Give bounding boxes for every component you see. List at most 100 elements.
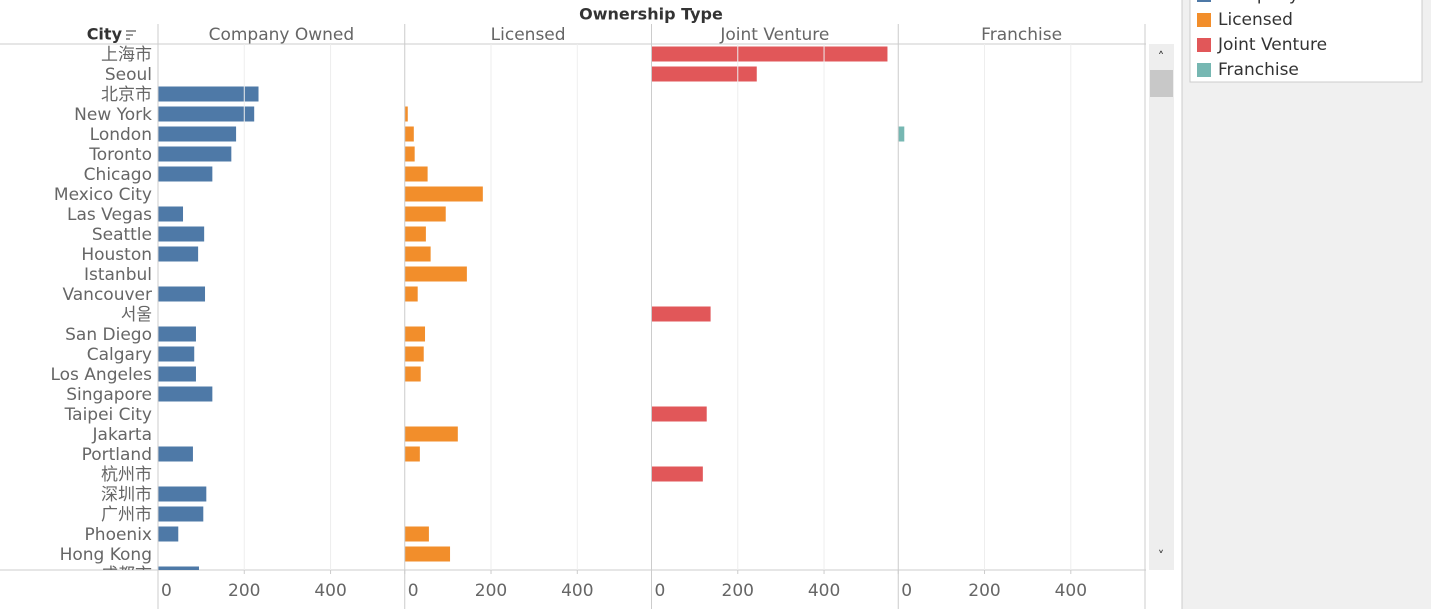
row-label: San Diego xyxy=(65,325,152,345)
legend-label: Franchise xyxy=(1218,60,1299,80)
row-label: 广州市 xyxy=(101,505,152,525)
bar xyxy=(158,246,199,262)
bar xyxy=(158,286,206,302)
bar xyxy=(404,366,421,382)
legend-swatch xyxy=(1197,13,1211,27)
row-label: Los Angeles xyxy=(50,365,152,385)
bar xyxy=(651,466,703,482)
x-tick-label: 400 xyxy=(314,581,346,601)
row-label: Calgary xyxy=(87,345,152,365)
x-tick-label: 400 xyxy=(1055,581,1087,601)
legend-label: Licensed xyxy=(1218,10,1293,30)
bar xyxy=(404,526,429,542)
row-label: Mexico City xyxy=(54,185,152,205)
x-tick-label: 0 xyxy=(408,581,419,601)
row-label: New York xyxy=(74,105,152,125)
bar xyxy=(404,426,458,442)
bar xyxy=(158,326,196,342)
row-label: Taipei City xyxy=(64,405,152,425)
chart-title: Ownership Type xyxy=(579,5,723,24)
bar xyxy=(404,326,426,342)
bar xyxy=(158,206,184,222)
bar xyxy=(404,546,451,562)
bar xyxy=(158,506,204,522)
bar xyxy=(158,486,207,502)
scrollbar[interactable] xyxy=(1149,44,1174,570)
scroll-thumb[interactable] xyxy=(1150,70,1173,97)
row-label: 서울 xyxy=(121,305,152,325)
bar xyxy=(158,106,255,122)
scroll-down[interactable]: ˅ xyxy=(1158,550,1165,565)
bar xyxy=(404,286,418,302)
bar xyxy=(404,126,414,142)
scroll-up[interactable]: ˄ xyxy=(1158,51,1165,66)
x-tick-label: 200 xyxy=(475,581,507,601)
bar xyxy=(404,226,426,242)
bar xyxy=(651,46,888,62)
legend-label: Company Owned xyxy=(1218,0,1364,5)
x-tick-label: 200 xyxy=(968,581,1000,601)
legend-swatch xyxy=(1197,63,1211,77)
bar xyxy=(158,146,232,162)
bar xyxy=(158,386,213,402)
bar xyxy=(651,306,711,322)
x-tick-label: 400 xyxy=(808,581,840,601)
bar xyxy=(158,226,205,242)
bar xyxy=(404,206,446,222)
legend-swatch xyxy=(1197,0,1211,2)
legend-swatch xyxy=(1197,38,1211,52)
row-label: Phoenix xyxy=(85,525,152,545)
row-label: Jakarta xyxy=(92,425,152,445)
legend-label: Joint Venture xyxy=(1217,35,1327,55)
row-label: 杭州市 xyxy=(101,465,152,485)
bar xyxy=(158,446,193,462)
x-tick-label: 0 xyxy=(161,581,172,601)
x-tick-label: 0 xyxy=(901,581,912,601)
row-label: 深圳市 xyxy=(101,485,152,505)
bar xyxy=(158,526,179,542)
side-panel xyxy=(1182,0,1431,609)
bar xyxy=(158,566,199,570)
row-label: Las Vegas xyxy=(67,205,152,225)
bar xyxy=(404,106,408,122)
bar xyxy=(404,446,420,462)
row-label: Portland xyxy=(82,445,152,465)
row-label: 上海市 xyxy=(101,45,152,65)
legend-box xyxy=(1189,0,1423,83)
row-label: London xyxy=(90,125,152,145)
bar xyxy=(404,266,467,282)
row-label: Istanbul xyxy=(84,265,152,285)
row-label: Houston xyxy=(81,245,152,265)
row-label: Vancouver xyxy=(62,285,152,305)
panel-header: Company Owned xyxy=(209,25,355,45)
row-header[interactable]: City xyxy=(87,25,123,44)
row-label: 北京市 xyxy=(101,85,152,105)
panel-header: Joint Venture xyxy=(719,25,829,45)
sort-icon[interactable] xyxy=(126,30,136,40)
row-label: Seoul xyxy=(105,65,152,85)
bar xyxy=(158,86,259,102)
bar xyxy=(158,126,237,142)
bar xyxy=(404,246,431,262)
row-label: 成都市 xyxy=(101,565,152,585)
bar xyxy=(898,126,905,142)
x-tick-label: 200 xyxy=(228,581,260,601)
bar xyxy=(651,406,707,422)
x-tick-label: 0 xyxy=(655,581,666,601)
x-tick-label: 200 xyxy=(722,581,754,601)
row-label: Hong Kong xyxy=(60,545,152,565)
bar xyxy=(404,346,424,362)
bar xyxy=(158,346,195,362)
row-label: Singapore xyxy=(66,385,152,405)
bar xyxy=(651,66,757,82)
bar xyxy=(404,146,415,162)
row-label: Toronto xyxy=(88,145,152,165)
row-label: Chicago xyxy=(84,165,152,185)
bar xyxy=(404,186,483,202)
panel-header: Licensed xyxy=(491,25,566,45)
bar xyxy=(158,366,196,382)
x-tick-label: 400 xyxy=(561,581,593,601)
